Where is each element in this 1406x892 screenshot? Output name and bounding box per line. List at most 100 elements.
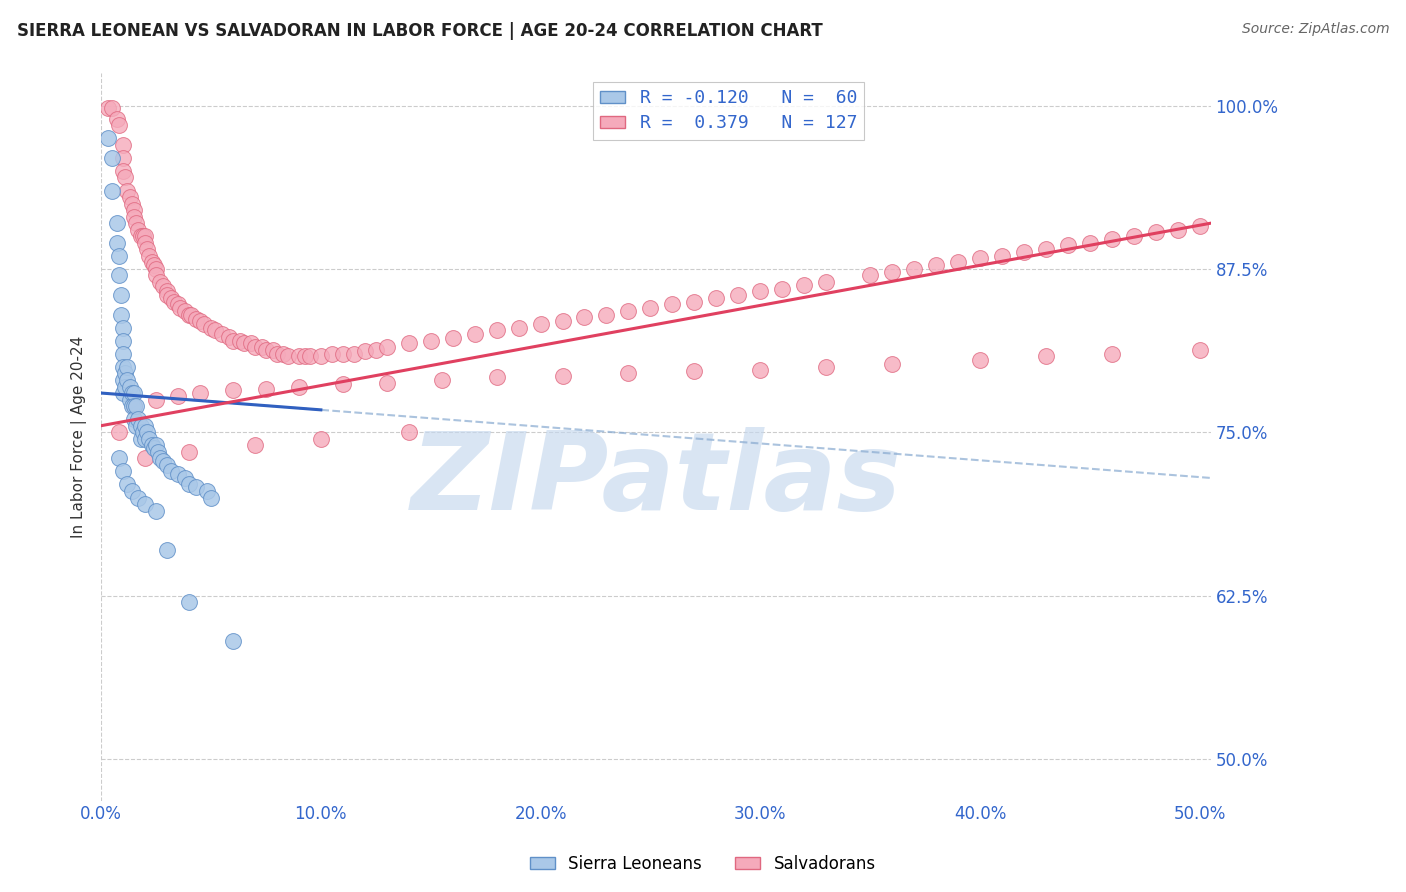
Point xyxy=(1056,238,1078,252)
Point xyxy=(193,317,215,331)
Point xyxy=(551,314,574,328)
Point xyxy=(332,347,354,361)
Point xyxy=(156,542,179,557)
Point xyxy=(134,432,156,446)
Point xyxy=(1144,225,1167,239)
Point xyxy=(946,255,969,269)
Point xyxy=(177,308,200,322)
Point xyxy=(184,480,207,494)
Point xyxy=(430,373,453,387)
Point xyxy=(132,229,155,244)
Point xyxy=(1012,244,1035,259)
Point xyxy=(321,347,343,361)
Point xyxy=(112,464,135,478)
Point xyxy=(114,379,136,393)
Point xyxy=(122,203,145,218)
Point xyxy=(117,359,139,374)
Point xyxy=(343,347,366,361)
Y-axis label: In Labor Force | Age 20-24: In Labor Force | Age 20-24 xyxy=(72,335,87,538)
Point xyxy=(529,317,551,331)
Point xyxy=(118,190,141,204)
Point xyxy=(145,438,167,452)
Point xyxy=(107,425,129,440)
Point xyxy=(188,386,211,401)
Point xyxy=(117,373,139,387)
Point xyxy=(815,275,838,289)
Point xyxy=(136,425,159,440)
Point xyxy=(254,343,277,357)
Point xyxy=(127,491,149,505)
Point xyxy=(375,376,398,390)
Point xyxy=(880,264,903,278)
Point xyxy=(134,451,156,466)
Point xyxy=(173,303,195,318)
Point xyxy=(167,389,190,403)
Point xyxy=(204,323,226,337)
Legend: Sierra Leoneans, Salvadorans: Sierra Leoneans, Salvadorans xyxy=(523,848,883,880)
Point xyxy=(122,399,145,413)
Point xyxy=(141,255,163,269)
Point xyxy=(141,438,163,452)
Point xyxy=(167,467,190,481)
Text: SIERRA LEONEAN VS SALVADORAN IN LABOR FORCE | AGE 20-24 CORRELATION CHART: SIERRA LEONEAN VS SALVADORAN IN LABOR FO… xyxy=(17,22,823,40)
Point xyxy=(173,471,195,485)
Point xyxy=(97,101,120,115)
Point xyxy=(288,350,311,364)
Point xyxy=(117,477,139,491)
Point xyxy=(180,308,202,322)
Point xyxy=(112,320,135,334)
Point xyxy=(200,491,222,505)
Point xyxy=(228,334,250,348)
Point xyxy=(200,320,222,334)
Point xyxy=(105,216,128,230)
Point xyxy=(218,330,240,344)
Point xyxy=(793,277,815,292)
Point xyxy=(188,314,211,328)
Point xyxy=(112,137,135,152)
Point xyxy=(112,347,135,361)
Point xyxy=(101,151,124,165)
Point xyxy=(441,331,464,345)
Point xyxy=(353,344,375,359)
Point xyxy=(969,252,991,266)
Point xyxy=(1035,243,1057,257)
Point xyxy=(195,483,218,498)
Point xyxy=(727,288,749,302)
Point xyxy=(156,288,179,302)
Point xyxy=(114,367,136,381)
Point xyxy=(125,399,148,413)
Point xyxy=(1122,229,1144,244)
Point xyxy=(127,412,149,426)
Point xyxy=(309,432,332,446)
Point xyxy=(617,303,640,318)
Point xyxy=(112,164,135,178)
Point xyxy=(398,425,420,440)
Point xyxy=(112,151,135,165)
Point xyxy=(1101,232,1123,246)
Point xyxy=(134,229,156,244)
Point xyxy=(121,386,143,401)
Point xyxy=(142,441,165,455)
Point xyxy=(152,279,174,293)
Point xyxy=(574,310,596,325)
Point xyxy=(138,249,160,263)
Point xyxy=(298,350,321,364)
Point xyxy=(925,258,948,272)
Point xyxy=(107,268,129,283)
Point xyxy=(156,458,179,472)
Point xyxy=(117,184,139,198)
Point xyxy=(112,386,135,401)
Point xyxy=(149,275,172,289)
Point xyxy=(364,343,387,357)
Point xyxy=(243,340,266,354)
Point xyxy=(97,131,120,145)
Point xyxy=(859,268,882,283)
Point xyxy=(254,382,277,396)
Point xyxy=(262,343,284,357)
Point xyxy=(125,418,148,433)
Point xyxy=(112,334,135,348)
Point xyxy=(107,118,129,132)
Point xyxy=(273,347,295,361)
Point xyxy=(105,112,128,126)
Point xyxy=(288,379,311,393)
